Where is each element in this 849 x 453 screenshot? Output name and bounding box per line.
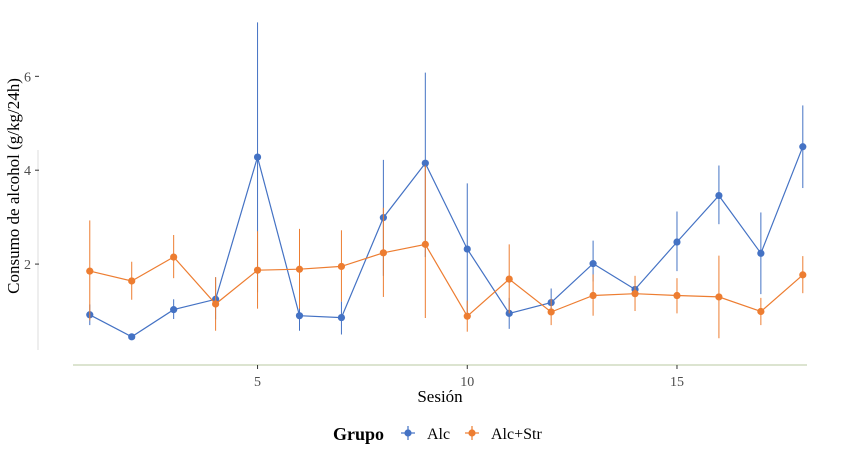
data-point — [128, 277, 136, 285]
data-point — [170, 253, 178, 261]
data-point — [799, 271, 807, 279]
legend-title: Grupo — [333, 424, 384, 444]
legend-label: Alc+Str — [491, 426, 542, 443]
y-tick-label: 4 — [24, 164, 31, 179]
data-point — [673, 291, 681, 300]
y-tick-label: 6 — [24, 70, 31, 85]
series-1 — [86, 22, 807, 341]
data-point — [295, 265, 304, 273]
data-point — [715, 293, 723, 301]
x-tick-label: 15 — [670, 375, 684, 390]
legend: Grupo Alc Alc+Str — [333, 424, 542, 444]
data-point — [86, 267, 94, 275]
data-point — [170, 306, 178, 314]
data-point — [463, 245, 471, 253]
data-point — [379, 249, 387, 257]
data-point — [757, 249, 765, 257]
x-axis: 5 10 15 — [73, 364, 807, 390]
y-axis: 2 4 6 — [24, 70, 39, 350]
data-point — [463, 312, 471, 320]
y-tick-label: 2 — [24, 258, 31, 273]
data-point — [295, 312, 304, 320]
data-point — [337, 313, 346, 322]
data-point — [715, 191, 723, 200]
series-line — [89, 146, 804, 338]
data-point — [337, 262, 346, 271]
data-point — [799, 143, 807, 151]
x-tick-label: 5 — [254, 375, 261, 390]
data-point — [631, 290, 639, 298]
data-point — [253, 266, 262, 274]
x-tick-label: 10 — [460, 375, 474, 390]
data-point — [547, 308, 555, 316]
x-axis-title: Sesión — [417, 387, 463, 406]
series-layer — [86, 22, 807, 341]
legend-label: Alc — [427, 426, 450, 443]
series-2 — [86, 165, 807, 339]
y-axis-title: Consumo de alcohol (g/kg/24h) — [4, 78, 23, 294]
legend-key-point — [404, 429, 412, 437]
data-point — [757, 307, 765, 316]
data-point — [212, 300, 220, 308]
data-point — [421, 240, 429, 248]
data-point — [589, 260, 597, 268]
legend-item-2: Alc+Str — [465, 426, 542, 443]
data-point — [589, 291, 597, 300]
series-line — [89, 243, 804, 318]
data-point — [673, 238, 681, 246]
legend-item-1: Alc — [401, 426, 450, 443]
legend-key-point — [468, 429, 476, 437]
data-point — [421, 159, 429, 167]
data-point — [505, 275, 513, 283]
data-point — [253, 153, 262, 161]
data-point — [128, 333, 136, 341]
